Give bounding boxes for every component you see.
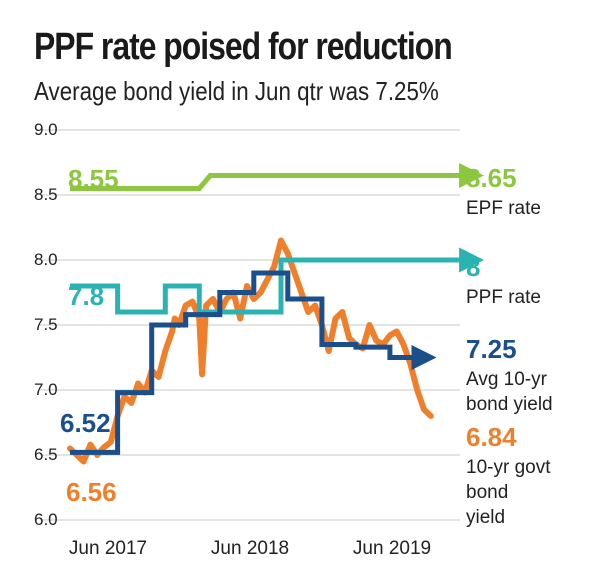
bond-end-name-line1: 10-yr govt xyxy=(466,457,551,478)
ppf-end-value: 8 xyxy=(466,252,480,282)
chart-title: PPF rate poised for reduction xyxy=(34,26,453,68)
bond-end-name-line2: bond xyxy=(466,482,508,503)
epf-end-name: EPF rate xyxy=(466,198,541,219)
series-line-ppf-rate xyxy=(70,247,485,315)
x-tick-label: Jun 2019 xyxy=(353,538,431,559)
y-tick-label: 6.0 xyxy=(34,510,58,529)
x-axis-ticks: Jun 2017 Jun 2018 Jun 2019 xyxy=(69,538,431,559)
x-tick-label: Jun 2017 xyxy=(69,538,147,559)
y-tick-label: 6.5 xyxy=(34,445,58,464)
epf-end-value: 8.65 xyxy=(466,163,517,193)
chart-subtitle: Average bond yield in Jun qtr was 7.25% xyxy=(34,76,439,106)
series-line-avg-10yr-bond-yield xyxy=(70,270,437,455)
y-tick-label: 9.0 xyxy=(34,120,58,139)
y-tick-label: 8.0 xyxy=(34,250,58,269)
avg-end-name-line1: Avg 10-yr xyxy=(466,369,548,390)
ppf-end-name: PPF rate xyxy=(466,287,541,308)
series-line-10yr-govt-bond-yield xyxy=(67,237,434,465)
bond-end-value: 6.84 xyxy=(466,422,517,452)
x-tick-label: Jun 2018 xyxy=(211,538,289,559)
avg-end-value: 7.25 xyxy=(466,334,517,364)
series-line-epf-rate xyxy=(70,163,485,191)
y-tick-label: 8.5 xyxy=(34,185,58,204)
y-axis-ticks: 9.0 8.5 8.0 7.5 7.0 6.5 6.0 xyxy=(34,120,58,529)
bond-start-label: 6.56 xyxy=(66,477,117,507)
ppf-start-label: 7.8 xyxy=(68,281,104,311)
y-tick-label: 7.0 xyxy=(34,380,58,399)
bond-end-name-line3: yield xyxy=(466,507,505,528)
epf-start-label: 8.55 xyxy=(68,164,119,194)
avg-end-name-line2: bond yield xyxy=(466,394,553,415)
y-tick-label: 7.5 xyxy=(34,315,58,334)
avg-start-label: 6.52 xyxy=(60,408,111,438)
